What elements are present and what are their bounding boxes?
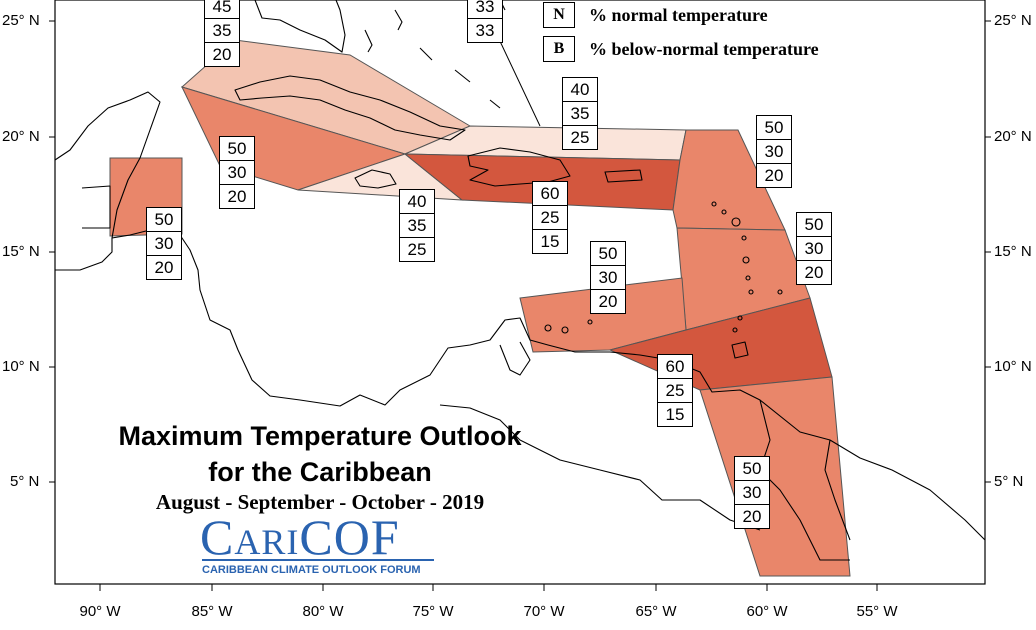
- prob-value: 50: [797, 213, 831, 237]
- lon-label: 85° W: [191, 603, 233, 620]
- caricof-logo: CARICOF CARIBBEAN CLIMATE OUTLOOK FORUM: [200, 509, 440, 576]
- prob-box-guianas: 50 30 20: [734, 456, 770, 529]
- prob-box-cuba-south: 50 30 20: [219, 136, 255, 209]
- lat-label-right: 25° N: [994, 12, 1032, 29]
- map-frame: [54, 0, 986, 585]
- lat-label-left: 20° N: [2, 128, 40, 145]
- prob-value: 25: [570, 128, 590, 147]
- prob-box-trinidad: 60 25 15: [657, 354, 693, 427]
- prob-value: 30: [591, 266, 625, 290]
- prob-box-windward: 50 30 20: [796, 212, 832, 285]
- prob-value: 50: [591, 242, 625, 266]
- prob-value: 35: [205, 19, 239, 43]
- prob-value: 15: [665, 405, 685, 424]
- prob-value: 60: [533, 182, 567, 206]
- prob-value: 35: [400, 214, 434, 238]
- prob-value: 50: [220, 137, 254, 161]
- prob-value: 30: [797, 237, 831, 261]
- prob-value: 30: [735, 481, 769, 505]
- prob-value: 20: [742, 507, 762, 526]
- prob-value: 25: [658, 379, 692, 403]
- lon-label: 90° W: [79, 603, 121, 620]
- prob-value: 25: [407, 240, 427, 259]
- prob-value: 20: [212, 45, 232, 64]
- lat-label-right: 15° N: [994, 243, 1032, 260]
- prob-value: 50: [147, 208, 181, 232]
- prob-box-belize: 50 30 20: [146, 207, 182, 280]
- lon-label: 60° W: [746, 603, 788, 620]
- axis-ticks: [49, 20, 991, 591]
- prob-box-bahamas: 45 35 20: [204, 0, 240, 67]
- prob-value: 20: [598, 292, 618, 311]
- prob-value: 60: [658, 355, 692, 379]
- lat-label-right: 5° N: [994, 473, 1024, 490]
- prob-value: 20: [804, 263, 824, 282]
- prob-box-hispaniola: 60 25 15: [532, 181, 568, 254]
- prob-value: 15: [540, 232, 560, 251]
- prob-value: 50: [735, 457, 769, 481]
- prob-value: 25: [533, 206, 567, 230]
- prob-box-cuba-north: 40 35 25: [562, 77, 598, 150]
- prob-value: 40: [400, 190, 434, 214]
- prob-value: 20: [154, 258, 174, 277]
- legend-text: % normal temperature: [589, 4, 768, 25]
- title-line-2: for the Caribbean: [208, 457, 432, 487]
- prob-box-abc: 50 30 20: [590, 241, 626, 314]
- prob-value: 33: [475, 21, 495, 40]
- prob-value: 20: [764, 166, 784, 185]
- lat-label-left: 25° N: [2, 12, 40, 29]
- lat-label-right: 20° N: [994, 128, 1032, 145]
- lat-label-left: 5° N: [10, 473, 40, 490]
- lon-label: 65° W: [635, 603, 677, 620]
- prob-value: 40: [563, 78, 597, 102]
- lat-label-left: 15° N: [2, 243, 40, 260]
- prob-value: 35: [563, 102, 597, 126]
- lat-label-left: 10° N: [2, 358, 40, 375]
- lon-label: 80° W: [302, 603, 344, 620]
- prob-value: 33: [468, 0, 502, 19]
- legend-row-below: B % below-normal temperature: [543, 36, 819, 62]
- logo-wordmark: CARICOF: [200, 509, 400, 565]
- title-line-1: Maximum Temperature Outlook: [118, 421, 522, 451]
- lat-label-right: 10° N: [994, 358, 1032, 375]
- prob-value: 45: [205, 0, 239, 19]
- logo-tagline: CARIBBEAN CLIMATE OUTLOOK FORUM: [202, 564, 421, 576]
- legend-key: N: [543, 2, 575, 28]
- prob-value: 30: [757, 140, 791, 164]
- prob-value: 30: [147, 232, 181, 256]
- lon-label: 75° W: [412, 603, 454, 620]
- lon-label: 55° W: [856, 603, 898, 620]
- legend-key: B: [543, 36, 575, 62]
- prob-value: 30: [220, 161, 254, 185]
- prob-value: 20: [227, 187, 247, 206]
- lon-label: 70° W: [523, 603, 565, 620]
- prob-box-jamaica: 40 35 25: [399, 189, 435, 262]
- map-subtitle: August - September - October - 2019: [155, 490, 485, 514]
- prob-box-leeward: 50 30 20: [756, 115, 792, 188]
- coastlines: [54, 0, 986, 561]
- map-title: Maximum Temperature Outlook for the Cari…: [30, 418, 610, 490]
- prob-value: 50: [757, 116, 791, 140]
- legend-row-normal: N % normal temperature: [543, 2, 768, 28]
- logo-underline: [202, 559, 434, 561]
- prob-box-turks-caicos: 33 33: [467, 0, 503, 43]
- legend-text: % below-normal temperature: [589, 38, 819, 59]
